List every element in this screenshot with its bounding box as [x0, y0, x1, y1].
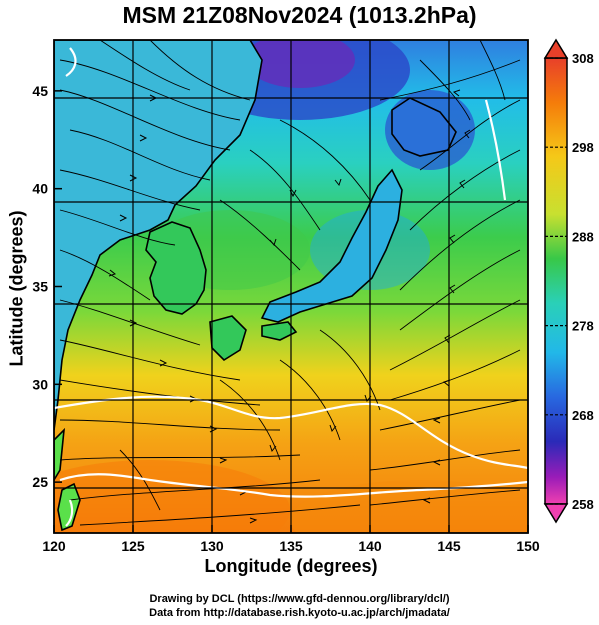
y-tick-label: 45: [32, 83, 48, 99]
x-axis-ticks: 120 125 130 135 140 145 150: [42, 525, 540, 554]
x-tick-label: 150: [516, 538, 540, 554]
shikoku: [261, 321, 298, 341]
colorbar-tick-label: 278: [572, 319, 594, 334]
y-tick-label: 30: [32, 376, 48, 392]
x-tick-label: 140: [358, 538, 382, 554]
honshu: [260, 168, 403, 323]
x-tick-label: 120: [42, 538, 66, 554]
hokkaido: [391, 97, 457, 157]
y-tick-label: 40: [32, 181, 48, 197]
wind-streamlines: [59, 40, 521, 526]
colorbar-tick-label: 288: [572, 229, 594, 244]
credits: Drawing by DCL (https://www.gfd-dennou.o…: [0, 592, 599, 620]
y-tick-label: 25: [32, 474, 48, 490]
korean-peninsula: [145, 221, 207, 315]
colorbar-tick-label: 298: [572, 140, 594, 155]
credit-line-drawing: Drawing by DCL (https://www.gfd-dennou.o…: [149, 593, 450, 605]
asia-mainland: [54, 40, 263, 431]
taiwan: [57, 482, 81, 532]
y-tick-label: 35: [32, 279, 48, 295]
colorbar-bottom-triangle: [543, 503, 569, 524]
x-axis-label: Longitude (degrees): [204, 556, 378, 576]
x-tick-label: 145: [437, 538, 461, 554]
colorbar-tick-label: 308: [572, 51, 594, 66]
x-tick-label: 125: [121, 538, 145, 554]
map-title: MSM 21Z08Nov2024 (1013.2hPa): [122, 2, 477, 28]
china-coast-south: [54, 427, 66, 482]
lat-lon-grid: [54, 40, 528, 533]
colorbar-tick-label: 268: [572, 408, 594, 423]
coastlines: [54, 40, 457, 532]
x-tick-label: 135: [279, 538, 303, 554]
colorbar-tick-label: 258: [572, 497, 594, 512]
x-tick-label: 130: [200, 538, 224, 554]
colorbar: 308 298 288 278 268 258: [543, 38, 594, 524]
y-axis-label: Latitude (degrees): [6, 210, 27, 367]
credit-line-data: Data from http://database.rish.kyoto-u.a…: [149, 607, 450, 619]
colorbar-top-triangle: [543, 38, 569, 59]
y-axis-ticks: 25 30 35 40 45: [32, 83, 62, 490]
